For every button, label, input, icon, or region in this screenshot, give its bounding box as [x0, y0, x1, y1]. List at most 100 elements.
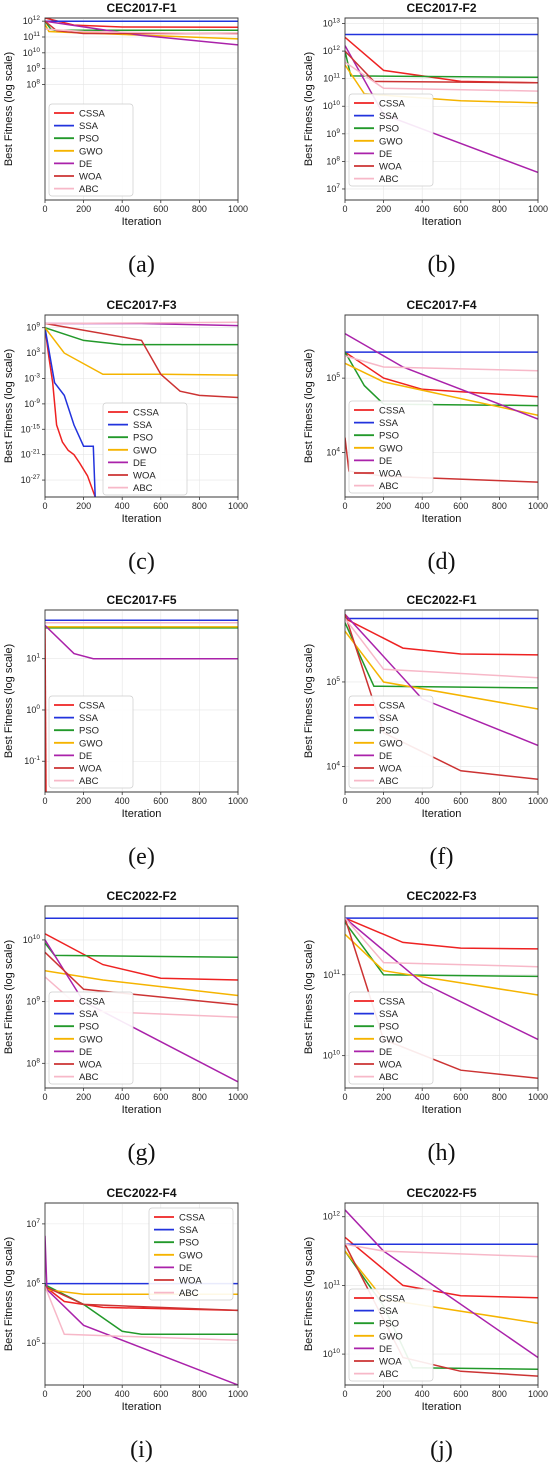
panel-title: CEC2022-F3: [406, 889, 476, 903]
x-tick-label: 200: [376, 1389, 391, 1399]
x-tick-label: 0: [42, 1389, 47, 1399]
legend-label-de: DE: [79, 159, 92, 170]
y-tick-label: 107: [26, 1218, 40, 1229]
legend-label-de: DE: [133, 458, 146, 469]
legend-label-ssa: SSA: [379, 713, 399, 724]
series-line-abc: [45, 1286, 238, 1341]
x-tick-label: 600: [153, 501, 168, 511]
legend-label-de: DE: [379, 1047, 392, 1058]
x-tick-label: 0: [42, 204, 47, 214]
legend-label-gwo: GWO: [79, 738, 103, 749]
x-tick-label: 200: [376, 204, 391, 214]
y-tick-label: 1011: [323, 969, 340, 980]
subfigure-label: (i): [130, 1437, 153, 1463]
legend-box: [148, 1207, 234, 1301]
y-tick-label: 10-21: [21, 449, 41, 460]
legend-label-ssa: SSA: [379, 111, 399, 122]
plot-frame: [344, 609, 539, 793]
legend-label-ssa: SSA: [179, 1225, 199, 1236]
x-axis-label: Iteration: [122, 808, 162, 820]
legend-label-woa: WOA: [79, 764, 102, 775]
legend-label-pso: PSO: [79, 1022, 99, 1033]
legend-label-woa: WOA: [79, 1060, 102, 1071]
y-tick-label: 10-3: [24, 372, 40, 383]
legend-label-woa: WOA: [179, 1276, 202, 1287]
y-tick-label: 106: [26, 1278, 40, 1289]
legend-label-cssa: CSSA: [179, 1213, 206, 1224]
panel-title: CEC2017-F4: [406, 298, 476, 312]
x-tick-label: 200: [76, 1092, 91, 1102]
panel-title: CEC2022-F2: [106, 889, 176, 903]
plot-frame: [44, 314, 239, 498]
subfigure-label: (e): [128, 844, 155, 870]
x-tick-label: 800: [492, 1389, 507, 1399]
x-tick-label: 800: [492, 796, 507, 806]
y-tick-label: 10-27: [21, 474, 41, 485]
panel-cec2022-f4: 0 200 400 600 800 1000 105 106 107 CEC2022-F4 Iter…: [3, 1186, 248, 1463]
legend-label-abc: ABC: [79, 1072, 99, 1083]
legend-label-cssa: CSSA: [379, 997, 406, 1008]
x-tick-label: 1000: [528, 204, 548, 214]
legend-label-pso: PSO: [379, 1319, 399, 1330]
subfigure-label: (a): [128, 252, 155, 278]
legend-label-abc: ABC: [379, 174, 399, 185]
legend-box: [348, 991, 434, 1085]
panel-title: CEC2022-F5: [406, 1186, 476, 1200]
subfigure-label: (h): [428, 1140, 456, 1166]
x-tick-label: 600: [453, 204, 468, 214]
y-tick-label: 1010: [323, 100, 341, 111]
subfigure-label: (g): [128, 1140, 156, 1166]
series-line-woa: [45, 1285, 238, 1312]
series-line-pso: [345, 351, 538, 407]
x-tick-label: 1000: [228, 501, 248, 511]
x-tick-label: 600: [153, 204, 168, 214]
subfigure-label: (f): [430, 844, 454, 870]
legend-box: [348, 695, 434, 789]
x-tick-label: 200: [76, 796, 91, 806]
y-tick-label: 104: [326, 446, 340, 457]
x-axis-label: Iteration: [422, 1104, 462, 1116]
legend-label-abc: ABC: [133, 483, 153, 494]
series-line-cssa: [345, 351, 538, 398]
legend-label-cssa: CSSA: [379, 1294, 406, 1305]
plot-frame: [44, 609, 239, 793]
y-tick-label: 1010: [23, 934, 41, 945]
series-group: [45, 1235, 238, 1385]
series-line-gwo: [345, 362, 538, 417]
y-axis-label: Best Fitness (log scale): [3, 349, 15, 463]
legend-label-cssa: CSSA: [379, 406, 406, 417]
x-tick-label: 200: [376, 796, 391, 806]
x-tick-label: 800: [192, 1389, 207, 1399]
panel-cec2017-f2: 0 200 400 600 800 1000 107 108 109 1010 1011 1012 10…: [303, 1, 548, 278]
series-line-de: [45, 624, 238, 660]
y-tick-label: 109: [26, 322, 40, 333]
legend-label-abc: ABC: [179, 1288, 199, 1299]
legend-label-abc: ABC: [79, 184, 99, 195]
legend-label-cssa: CSSA: [79, 701, 106, 712]
x-tick-label: 200: [76, 501, 91, 511]
legend-label-gwo: GWO: [379, 1331, 403, 1342]
x-tick-label: 1000: [528, 1389, 548, 1399]
y-tick-label: 1011: [323, 73, 340, 84]
series-line-ssa: [45, 327, 96, 497]
series-line-gwo: [45, 23, 238, 40]
series-line-de: [45, 20, 238, 46]
series-line-abc: [345, 917, 538, 968]
subfigure-label: (c): [128, 549, 155, 575]
series-line-woa: [45, 322, 238, 399]
series-line-cssa: [345, 617, 538, 656]
x-axis-label: Iteration: [122, 216, 162, 228]
subfigure-label: (j): [430, 1437, 453, 1463]
y-tick-label: 107: [326, 183, 340, 194]
x-tick-label: 1000: [228, 204, 248, 214]
series-line-abc: [345, 1243, 538, 1258]
legend-box: [348, 93, 434, 187]
plot-frame: [344, 17, 539, 201]
series-group: [45, 619, 238, 792]
y-tick-label: 109: [326, 128, 340, 139]
